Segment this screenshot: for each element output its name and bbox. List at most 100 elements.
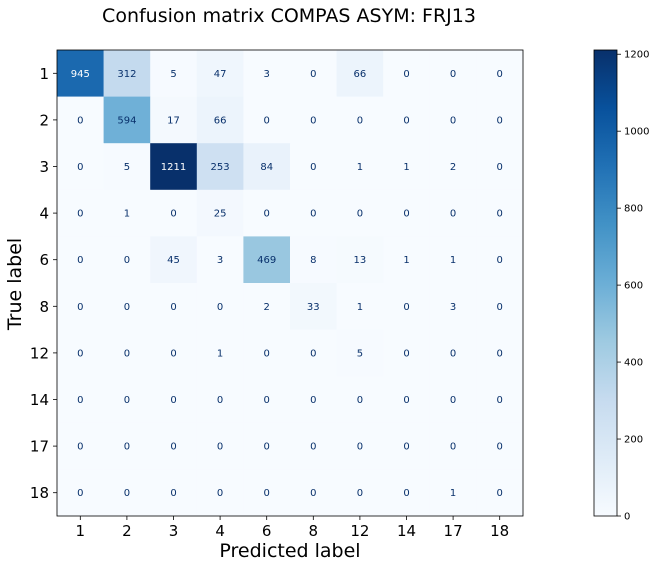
cell-value-label: 2 <box>264 302 270 313</box>
x-tick-label: 18 <box>490 522 509 540</box>
x-tick-label: 12 <box>350 522 369 540</box>
cell-value-label: 0 <box>450 115 456 126</box>
heatmap-cell <box>196 422 244 470</box>
heatmap-cell <box>103 376 151 424</box>
heatmap-cell <box>476 96 524 144</box>
cell-value-label: 66 <box>354 69 367 80</box>
cell-value-label: 1 <box>357 302 363 313</box>
heatmap-cell <box>57 283 104 330</box>
heatmap-cell <box>290 329 337 377</box>
heatmap-cell <box>290 236 337 284</box>
heatmap-cell <box>103 422 151 470</box>
cell-value-label: 0 <box>77 209 83 220</box>
cell-value-label: 0 <box>450 442 456 453</box>
cell-value-label: 1 <box>217 348 223 359</box>
cell-value-label: 47 <box>214 69 227 80</box>
heatmap-cell <box>476 189 524 237</box>
heatmap-cell <box>243 143 291 191</box>
cell-value-label: 0 <box>450 395 456 406</box>
heatmap-cell <box>243 376 291 424</box>
heatmap-cell <box>336 283 384 330</box>
heatmap-cell <box>476 329 524 377</box>
cell-value-label: 0 <box>357 209 363 220</box>
cell-value-label: 33 <box>307 302 320 313</box>
cell-value-label: 25 <box>214 209 227 220</box>
y-tick-label: 6 <box>39 251 49 269</box>
heatmap-cell <box>429 469 477 517</box>
heatmap-cell <box>103 96 151 144</box>
y-tick-label: 14 <box>30 391 49 409</box>
y-tick-label: 1 <box>39 65 49 83</box>
y-tick-label: 8 <box>39 298 49 316</box>
heatmap-cell <box>383 283 431 330</box>
cell-value-label: 0 <box>124 395 130 406</box>
cell-value-label: 0 <box>403 395 409 406</box>
heatmap-cell <box>383 236 431 284</box>
cell-value-label: 0 <box>124 488 130 499</box>
colorbar <box>593 49 618 517</box>
heatmap-cell <box>383 422 431 470</box>
cell-value-label: 3 <box>217 255 223 266</box>
heatmap-cell <box>383 329 431 377</box>
cell-value-label: 0 <box>217 442 223 453</box>
heatmap-cell <box>290 376 337 424</box>
heatmap-cell <box>150 189 198 237</box>
heatmap-cell <box>476 236 524 284</box>
heatmap-cell <box>429 236 477 284</box>
heatmap-cell <box>429 50 477 97</box>
heatmap-cell <box>336 469 384 517</box>
cell-value-label: 253 <box>211 162 230 173</box>
heatmap-cell <box>336 329 384 377</box>
cell-value-label: 0 <box>497 348 503 359</box>
cell-value-label: 0 <box>497 302 503 313</box>
cell-value-label: 0 <box>403 348 409 359</box>
heatmap-cell <box>336 236 384 284</box>
cell-value-label: 1 <box>357 162 363 173</box>
heatmap-cell <box>103 469 151 517</box>
cell-value-label: 1 <box>403 162 409 173</box>
cell-value-label: 0 <box>264 395 270 406</box>
heatmap-cells <box>57 50 524 517</box>
x-tick-label: 14 <box>397 522 416 540</box>
heatmap-cell <box>57 376 104 424</box>
cell-value-label: 1 <box>450 255 456 266</box>
cell-value-label: 0 <box>264 348 270 359</box>
heatmap-cell <box>336 143 384 191</box>
cell-value-label: 0 <box>310 162 316 173</box>
cell-value-label: 0 <box>357 115 363 126</box>
cell-value-label: 0 <box>217 302 223 313</box>
cell-value-label: 0 <box>124 255 130 266</box>
heatmap-cell <box>103 50 151 97</box>
cell-value-label: 0 <box>124 302 130 313</box>
cell-value-label: 0 <box>403 209 409 220</box>
cell-value-label: 0 <box>77 162 83 173</box>
x-tick-label: 17 <box>444 522 463 540</box>
heatmap-cell <box>150 236 198 284</box>
cell-value-label: 0 <box>170 395 176 406</box>
colorbar-tick-label: 0 <box>624 512 630 523</box>
cell-value-label: 0 <box>264 209 270 220</box>
heatmap-cell <box>429 189 477 237</box>
cell-value-label: 8 <box>310 255 316 266</box>
cell-value-label: 0 <box>217 395 223 406</box>
cell-value-label: 0 <box>264 488 270 499</box>
heatmap-cell <box>150 143 198 191</box>
heatmap-cell <box>290 422 337 470</box>
heatmap-cell <box>57 469 104 517</box>
heatmap-cell <box>196 50 244 97</box>
cell-value-label: 0 <box>217 488 223 499</box>
heatmap-cell <box>336 376 384 424</box>
heatmap-cell <box>336 189 384 237</box>
cell-value-label: 0 <box>403 488 409 499</box>
cell-value-label: 0 <box>497 488 503 499</box>
cell-value-label: 469 <box>257 255 276 266</box>
heatmap-cell <box>103 143 151 191</box>
cell-value-label: 17 <box>167 115 180 126</box>
heatmap-cell <box>150 469 198 517</box>
x-tick-label: 1 <box>76 522 86 540</box>
cell-value-label: 1 <box>124 209 130 220</box>
heatmap-cell <box>57 422 104 470</box>
x-axis-ticks: 1 2 3 4 6 8 12 14 17 18 <box>76 516 509 540</box>
heatmap-cell <box>57 96 104 144</box>
